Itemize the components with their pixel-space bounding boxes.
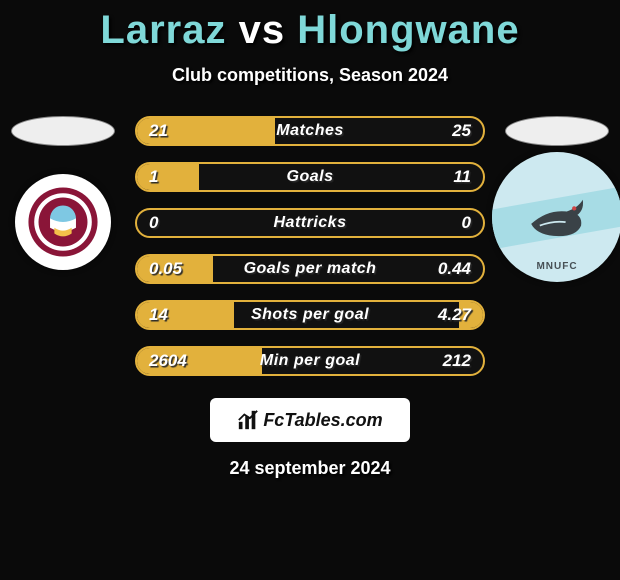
stat-value-right: 4.27 <box>438 302 471 328</box>
stat-label: Min per goal <box>137 348 483 374</box>
title-player2: Hlongwane <box>297 8 519 52</box>
left-flag <box>11 116 115 146</box>
site-name: FcTables.com <box>263 410 382 431</box>
stat-row: 0Hattricks0 <box>135 208 485 238</box>
footer-date: 24 september 2024 <box>0 458 620 479</box>
right-crest: MNUFC <box>492 152 620 282</box>
stat-value-right: 0.44 <box>438 256 471 282</box>
comparison-content: 21Matches25 1Goals11 0Hattricks0 0.05Goals … <box>0 116 620 392</box>
stat-label: Shots per goal <box>137 302 483 328</box>
title-player1: Larraz <box>100 8 226 52</box>
stat-label: Matches <box>137 118 483 144</box>
stat-row: 0.05Goals per match0.44 <box>135 254 485 284</box>
right-side: MNUFC <box>502 116 612 282</box>
crest-text: MNUFC <box>492 261 620 272</box>
left-side <box>8 116 118 270</box>
stat-row: 21Matches25 <box>135 116 485 146</box>
stat-value-right: 25 <box>452 118 471 144</box>
right-flag <box>505 116 609 146</box>
stat-value-right: 0 <box>462 210 471 236</box>
stat-row: 1Goals11 <box>135 162 485 192</box>
stat-label: Goals <box>137 164 483 190</box>
stat-row: 14Shots per goal4.27 <box>135 300 485 330</box>
stat-value-right: 11 <box>453 164 471 190</box>
stats-bars: 21Matches25 1Goals11 0Hattricks0 0.05Goals … <box>135 116 485 392</box>
stat-value-right: 212 <box>443 348 471 374</box>
site-badge: FcTables.com <box>210 398 410 442</box>
rapids-logo-icon <box>27 186 99 258</box>
subtitle: Club competitions, Season 2024 <box>0 65 620 86</box>
stat-label: Hattricks <box>137 210 483 236</box>
title: Larraz vs Hlongwane <box>0 0 620 53</box>
title-vs: vs <box>239 8 286 52</box>
stat-row: 2604Min per goal212 <box>135 346 485 376</box>
left-crest <box>15 174 111 270</box>
stat-label: Goals per match <box>137 256 483 282</box>
chart-icon <box>237 409 259 431</box>
